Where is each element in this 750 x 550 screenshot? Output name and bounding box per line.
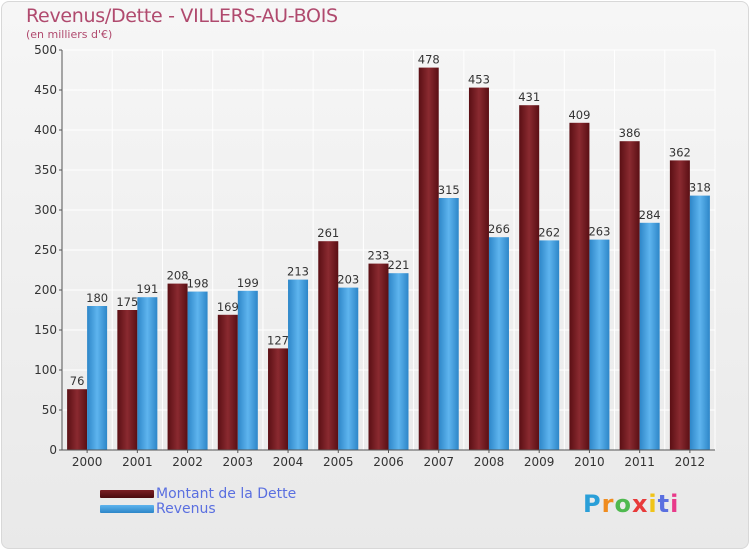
legend-label-revenus: Revenus xyxy=(156,500,216,517)
data-label-dette-2001: 175 xyxy=(116,295,138,309)
data-label-dette-2006: 233 xyxy=(368,249,390,263)
data-label-revenus-2002: 198 xyxy=(187,277,209,291)
proxiti-logo: Proxiti xyxy=(583,490,680,518)
bar-dette-2004 xyxy=(268,348,289,450)
data-label-dette-2012: 362 xyxy=(669,145,691,159)
x-tick-label-2008: 2008 xyxy=(474,455,505,469)
data-label-revenus-2003: 199 xyxy=(237,276,259,290)
data-label-revenus-2004: 213 xyxy=(287,265,309,279)
data-label-revenus-2006: 221 xyxy=(388,258,410,272)
x-tick-label-2002: 2002 xyxy=(172,455,203,469)
y-tick-label-0: 0 xyxy=(49,443,57,457)
x-tick-label-2007: 2007 xyxy=(423,455,454,469)
legend: Montant de la Dette Revenus xyxy=(100,485,297,517)
bar-dette-2008 xyxy=(468,87,489,450)
chart-title: Revenus/Dette - VILLERS-AU-BOIS xyxy=(26,5,338,27)
data-label-dette-2007: 478 xyxy=(418,53,440,67)
bar-revenus-2006 xyxy=(388,273,409,450)
bar-dette-2003 xyxy=(217,314,238,450)
data-label-dette-2009: 431 xyxy=(518,90,540,104)
data-label-revenus-2011: 284 xyxy=(639,208,661,222)
bar-dette-2011 xyxy=(619,141,640,450)
x-tick-label-2005: 2005 xyxy=(323,455,354,469)
y-tick-label-150: 150 xyxy=(34,323,57,337)
bar-revenus-2001 xyxy=(137,297,158,450)
x-tick-label-2010: 2010 xyxy=(574,455,605,469)
y-tick-label-250: 250 xyxy=(34,243,57,257)
bar-dette-2000 xyxy=(67,389,88,450)
bar-dette-2010 xyxy=(569,122,590,451)
bar-dette-2002 xyxy=(167,283,188,450)
data-label-revenus-2001: 191 xyxy=(136,282,158,296)
bar-revenus-2012 xyxy=(689,195,710,450)
data-label-dette-2002: 208 xyxy=(167,269,189,283)
data-label-revenus-2009: 262 xyxy=(538,225,560,239)
legend-item-dette: Montant de la Dette xyxy=(100,485,297,502)
x-tick-label-2001: 2001 xyxy=(122,455,153,469)
y-tick-label-100: 100 xyxy=(34,363,57,377)
y-tick-label-400: 400 xyxy=(34,123,57,137)
bar-revenus-2000 xyxy=(87,306,108,450)
data-label-dette-2003: 169 xyxy=(217,300,239,314)
legend-item-revenus: Revenus xyxy=(100,500,296,517)
chart-subtitle: (en milliers d'€) xyxy=(26,28,113,41)
data-label-revenus-2000: 180 xyxy=(86,291,108,305)
data-label-revenus-2007: 315 xyxy=(438,183,460,197)
data-label-dette-2008: 453 xyxy=(468,73,490,87)
bar-revenus-2005 xyxy=(338,287,359,450)
data-label-dette-2011: 386 xyxy=(619,126,641,140)
bar-dette-2009 xyxy=(519,105,540,450)
bar-dette-2012 xyxy=(669,160,690,450)
y-tick-label-350: 350 xyxy=(34,163,57,177)
legend-label-dette: Montant de la Dette xyxy=(156,485,297,502)
x-tick-label-2000: 2000 xyxy=(72,455,103,469)
bar-revenus-2002 xyxy=(187,291,208,450)
y-tick-label-500: 500 xyxy=(34,43,57,57)
x-tick-label-2004: 2004 xyxy=(273,455,304,469)
bar-dette-2007 xyxy=(418,67,439,450)
data-label-dette-2000: 76 xyxy=(70,374,85,388)
bar-revenus-2011 xyxy=(639,222,660,450)
data-label-dette-2005: 261 xyxy=(317,226,339,240)
bar-revenus-2007 xyxy=(438,198,459,450)
x-tick-label-2011: 2011 xyxy=(624,455,655,469)
data-label-revenus-2012: 318 xyxy=(689,181,711,195)
x-tick-label-2006: 2006 xyxy=(373,455,404,469)
bar-revenus-2010 xyxy=(589,239,610,450)
legend-swatch-revenus xyxy=(100,504,154,513)
x-tick-label-2003: 2003 xyxy=(223,455,254,469)
y-tick-label-300: 300 xyxy=(34,203,57,217)
x-tick-label-2012: 2012 xyxy=(675,455,706,469)
y-tick-label-450: 450 xyxy=(34,83,57,97)
bar-revenus-2008 xyxy=(488,237,509,450)
y-tick-label-50: 50 xyxy=(42,403,57,417)
data-label-revenus-2010: 263 xyxy=(588,225,610,239)
x-tick-label-2009: 2009 xyxy=(524,455,555,469)
data-label-revenus-2005: 203 xyxy=(337,273,359,287)
y-tick-label-200: 200 xyxy=(34,283,57,297)
data-label-dette-2010: 409 xyxy=(568,108,590,122)
bar-dette-2006 xyxy=(368,263,389,450)
bar-revenus-2009 xyxy=(539,240,560,450)
data-label-revenus-2008: 266 xyxy=(488,222,510,236)
bar-dette-2001 xyxy=(117,310,138,450)
bar-revenus-2004 xyxy=(288,279,309,450)
data-label-dette-2004: 127 xyxy=(267,333,289,347)
legend-swatch-dette xyxy=(100,489,154,498)
bar-revenus-2003 xyxy=(237,290,258,450)
bar-dette-2005 xyxy=(318,241,339,450)
